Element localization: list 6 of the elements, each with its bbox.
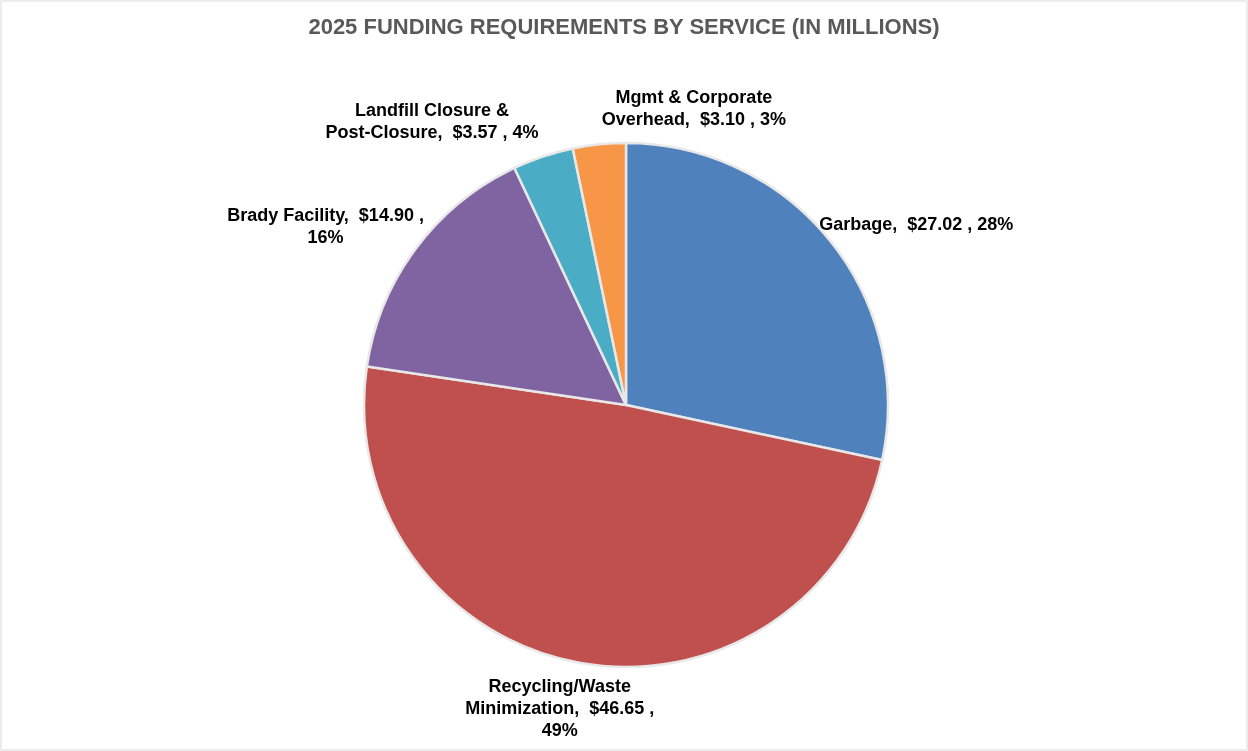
slice-label: Landfill Closure & Post-Closure, $3.57 , 4% [325, 100, 539, 143]
chart-title: 2025 FUNDING REQUIREMENTS BY SERVICE (IN MILLIONS) [308, 14, 940, 39]
slice-label: Recycling/Waste Minimization, $46.65 , 49% [465, 676, 655, 741]
slice-label: Mgmt & Corporate Overhead, $3.10 , 3% [601, 86, 786, 129]
slice-label: Brady Facility, $14.90 , 16% [227, 205, 424, 248]
slice-label: Garbage, $27.02 , 28% [819, 213, 1014, 234]
